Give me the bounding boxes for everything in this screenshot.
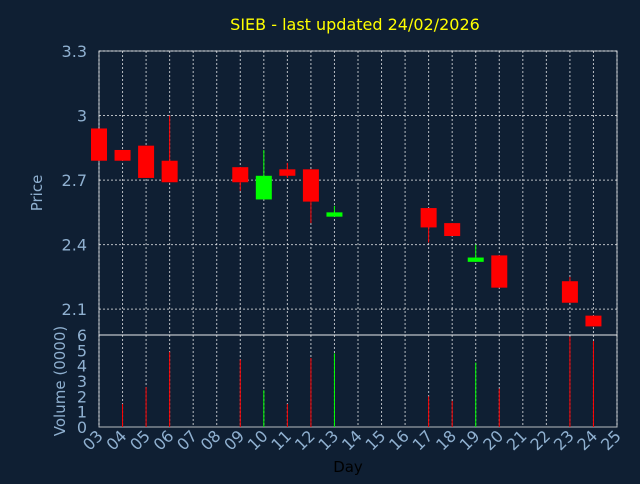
price-tick-label: 3.3 [62, 42, 87, 61]
candle-body [255, 175, 272, 200]
price-tick-label: 2.4 [62, 236, 87, 255]
price-tick-label: 3 [77, 107, 87, 126]
volume-tick-label: 2 [77, 387, 87, 406]
price-tick-label: 2.7 [62, 171, 87, 190]
candle-body [91, 128, 107, 161]
price-axis-label: Price [28, 175, 46, 212]
volume-tick-label: 5 [77, 341, 87, 360]
x-tick-label: 25 [597, 426, 625, 454]
candle-body [561, 281, 578, 303]
candle-body [491, 255, 508, 288]
volume-tick-label: 1 [77, 403, 87, 422]
volume-tick-label: 4 [77, 357, 87, 376]
volume-grid [98, 334, 618, 428]
volume-tick-label: 0 [77, 418, 87, 437]
candle-body [326, 212, 343, 217]
candle-body [467, 257, 484, 262]
volume-bars-layer [122, 336, 594, 427]
candle-body [279, 169, 296, 176]
volume-axis-label: Volume (0000) [51, 326, 69, 436]
candle-body [232, 167, 249, 183]
candle-body [161, 160, 178, 183]
chart-title: SIEB - last updated 24/02/2026 [230, 15, 480, 34]
x-ticks: 0304050607080910111213141516171819202122… [79, 426, 625, 454]
volume-tick-label: 3 [77, 372, 87, 391]
candle-body [420, 208, 437, 228]
candle-body [302, 169, 319, 202]
price-tick-label: 2.1 [62, 300, 87, 319]
volume-tick-label: 6 [77, 326, 87, 345]
x-axis-label: Day [333, 458, 363, 476]
candle-body [114, 149, 131, 161]
candle-body [138, 145, 155, 178]
price-y-ticks: 2.1 2.4 2.7 3 3.3 [62, 42, 87, 319]
candle-body [585, 315, 602, 327]
candles-layer [91, 115, 602, 327]
price-grid [98, 50, 618, 336]
candle-body [444, 223, 461, 237]
